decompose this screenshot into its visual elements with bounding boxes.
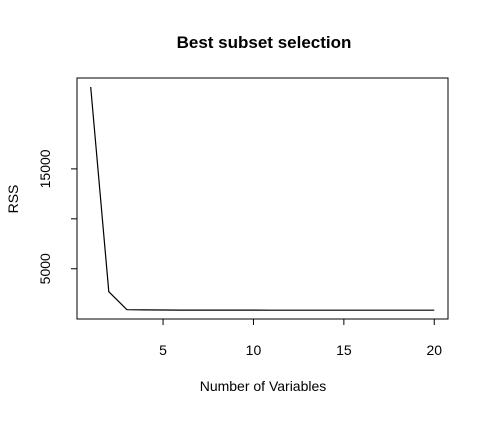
x-tick-label: 15	[336, 342, 352, 358]
y-axis: 5000 15000	[37, 149, 78, 284]
series-group	[90, 86, 435, 311]
plot-frame	[76, 77, 449, 320]
x-tick-label: 20	[426, 342, 442, 358]
y-axis-label: RSS	[5, 185, 21, 214]
series-line	[90, 86, 435, 311]
chart-title: Best subset selection	[177, 33, 352, 52]
x-tick-label: 5	[159, 342, 167, 358]
x-axis-label: Number of Variables	[200, 378, 327, 394]
y-tick-label: 5000	[37, 253, 53, 284]
x-tick-label: 10	[246, 342, 262, 358]
x-axis: 5 10 15 20	[159, 318, 442, 358]
y-tick-label: 15000	[37, 149, 53, 188]
